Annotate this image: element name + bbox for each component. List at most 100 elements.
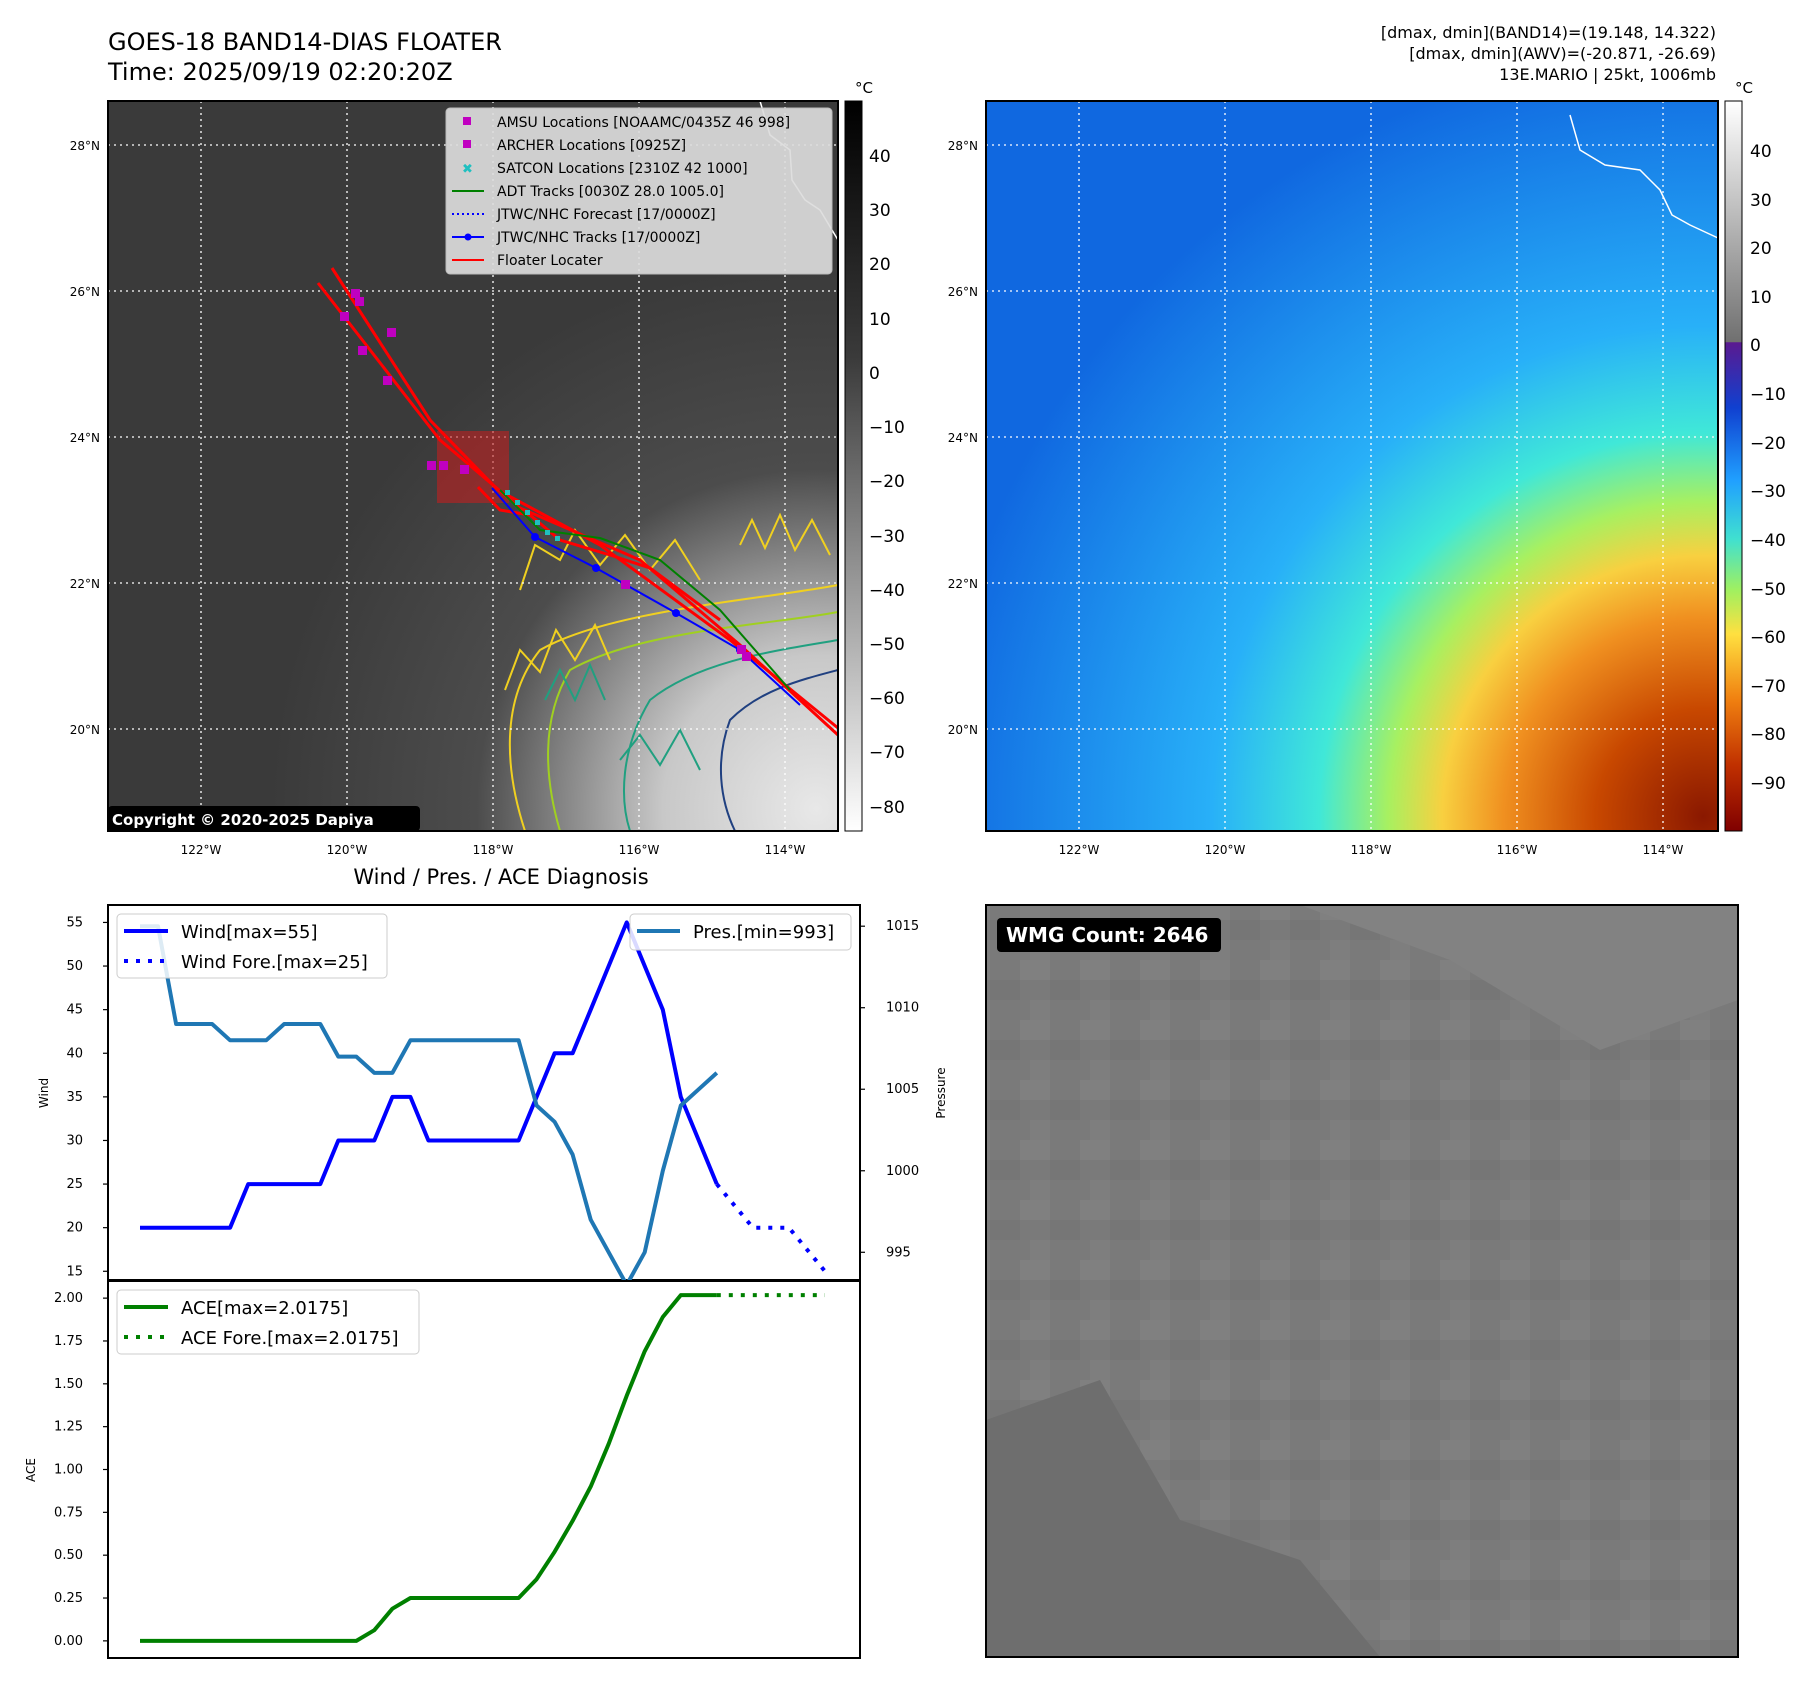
info-band14: [dmax, dmin](BAND14)=(19.148, 14.322): [1381, 23, 1716, 42]
pressure-tick-label: 1010: [886, 1001, 919, 1016]
wmg-panel: WMG Count: 2646: [985, 904, 1739, 1658]
ace-ticks: 0.00 0.25 0.50 0.75 1.00 1.25 1.50 1.75 2.00: [54, 1291, 108, 1649]
svg-text:✖: ✖: [462, 162, 473, 177]
svg-text:−10: −10: [1750, 385, 1786, 405]
ir-colorbar-ticks: 40 30 20 10 0 −10 −20 −30 −40 −50 −60 −7…: [869, 147, 905, 818]
svg-text:10: 10: [1750, 288, 1772, 308]
wind-tick-label: 40: [66, 1046, 83, 1061]
wind-tick-label: 45: [66, 1003, 83, 1018]
ace-tick-label: 1.00: [54, 1463, 83, 1478]
wv-colorbar: °C 40 30 20 10 0 −10 −20 −30 −40 −50 −60…: [1724, 79, 1786, 832]
svg-text:−30: −30: [1750, 482, 1786, 502]
wv-colorbar-ticks: 40 30 20 10 0 −10 −20 −30 −40 −50 −60 −7…: [1750, 142, 1786, 794]
svg-text:−40: −40: [1750, 531, 1786, 551]
legend-ace: ACE[max=2.0175]: [181, 1298, 348, 1319]
wv-map: 28°N 26°N 24°N 22°N 20°N 122°W 120°W 118…: [948, 79, 1786, 857]
copyright-badge: [108, 806, 420, 831]
svg-text:0: 0: [1750, 336, 1761, 356]
legend-item-satcon: ✖ SATCON Locations [2310Z 42 1000]: [462, 161, 748, 177]
svg-text:AMSU Locations [NOAAMC/0435Z 4: AMSU Locations [NOAAMC/0435Z 46 998]: [497, 115, 790, 131]
amsu-archer-points: [340, 289, 751, 661]
svg-text:−10: −10: [869, 418, 905, 438]
ace-tick-label: 2.00: [54, 1291, 83, 1306]
pressure-legend: Pres.[min=993]: [629, 913, 852, 951]
wind-axis-label: Wind: [37, 1078, 51, 1108]
wmg-frame: [985, 904, 1739, 1658]
wind-tick-label: 50: [66, 959, 83, 974]
svg-text:−80: −80: [869, 798, 905, 818]
svg-text:−40: −40: [869, 581, 905, 601]
diagnosis-title: Wind / Pres. / ACE Diagnosis: [353, 865, 648, 889]
wind-tick-label: 25: [66, 1177, 83, 1192]
ace-tick-label: 1.75: [54, 1334, 83, 1349]
svg-text:ADT Tracks [0030Z 28.0 1005.0]: ADT Tracks [0030Z 28.0 1005.0]: [497, 184, 724, 200]
wv-lat-labels: 28°N 26°N 24°N 22°N 20°N: [948, 139, 978, 737]
ir-lon-labels: 122°W 120°W 118°W 116°W 114°W: [181, 843, 806, 857]
pressure-axis-label: Pressure: [934, 1067, 948, 1118]
legend-wind: Wind[max=55]: [181, 922, 318, 943]
wv-map-background: [986, 101, 1718, 831]
wind-series-layer: [140, 920, 827, 1287]
wind-tick-label: 20: [66, 1221, 83, 1236]
svg-text:−50: −50: [869, 635, 905, 655]
pressure-series-line: [140, 924, 719, 1287]
wv-grid: [986, 101, 1718, 831]
svg-text:40: 40: [869, 147, 891, 167]
lat-label: 22°N: [70, 577, 100, 591]
pressure-tick-label: 1000: [886, 1164, 919, 1179]
colorbar-unit: °C: [1735, 79, 1753, 97]
info-awv: [dmax, dmin](AWV)=(-20.871, -26.69): [1409, 44, 1716, 63]
wind-legend: Wind[max=55] Wind Fore.[max=25]: [116, 913, 388, 979]
lat-label: 22°N: [948, 577, 978, 591]
svg-text:20: 20: [869, 255, 891, 275]
svg-text:ARCHER Locations [0925Z]: ARCHER Locations [0925Z]: [497, 138, 686, 154]
copyright-text: Copyright © 2020-2025 Dapiya: [112, 811, 374, 829]
svg-text:20: 20: [1750, 239, 1772, 259]
lat-label: 24°N: [70, 431, 100, 445]
svg-text:−60: −60: [869, 689, 905, 709]
lat-label: 20°N: [948, 723, 978, 737]
wind-tick-label: 35: [66, 1090, 83, 1105]
pressure-tick-label: 1015: [886, 919, 919, 934]
svg-text:30: 30: [869, 201, 891, 221]
wmg-badge: [997, 918, 1221, 952]
legend-item-jtwc-tracks: JTWC/NHC Tracks [17/0000Z]: [452, 230, 700, 246]
ir-legend: AMSU Locations [NOAAMC/0435Z 46 998] ARC…: [445, 107, 833, 275]
svg-text:0: 0: [869, 364, 880, 384]
ace-tick-label: 0.75: [54, 1505, 83, 1520]
wind-tick-label: 55: [66, 915, 83, 930]
wind-ticks: 15 20 25 30 35 40 45 50 55: [66, 915, 108, 1279]
lat-label: 28°N: [948, 139, 978, 153]
wmg-light-region: [1300, 905, 1738, 1050]
wv-coastline: [1569, 114, 1719, 239]
wind-series-line: [140, 920, 719, 1230]
svg-text:−50: −50: [1750, 580, 1786, 600]
lat-label: 26°N: [70, 285, 100, 299]
lat-label: 26°N: [948, 285, 978, 299]
svg-text:−60: −60: [1750, 628, 1786, 648]
svg-text:−30: −30: [869, 527, 905, 547]
ir-map: AMSU Locations [NOAAMC/0435Z 46 998] ARC…: [70, 79, 905, 857]
svg-text:−80: −80: [1750, 725, 1786, 745]
legend-pressure: Pres.[min=993]: [693, 922, 834, 943]
legend-item-archer: ARCHER Locations [0925Z]: [463, 138, 686, 154]
lon-label: 114°W: [1643, 843, 1684, 857]
lon-label: 118°W: [1351, 843, 1392, 857]
wmg-count: WMG Count: 2646: [1006, 923, 1208, 947]
ir-map-frame: [107, 100, 839, 832]
lon-label: 122°W: [181, 843, 222, 857]
figure-title: GOES-18 BAND14-DIAS FLOATER: [108, 28, 502, 56]
legend-ace-forecast: ACE Fore.[max=2.0175]: [181, 1328, 399, 1349]
wind-forecast-series-line: [715, 1182, 827, 1273]
satcon-points: [505, 490, 560, 541]
info-storm: 13E.MARIO | 25kt, 1006mb: [1499, 65, 1716, 84]
adt-track: [499, 489, 791, 691]
svg-text:JTWC/NHC Forecast [17/0000Z]: JTWC/NHC Forecast [17/0000Z]: [496, 207, 716, 223]
svg-text:−20: −20: [869, 472, 905, 492]
svg-text:−70: −70: [1750, 677, 1786, 697]
svg-text:Floater Locater: Floater Locater: [497, 253, 603, 269]
ace-tick-label: 0.50: [54, 1548, 83, 1563]
ace-series-layer: [140, 1293, 825, 1643]
wv-lon-labels: 122°W 120°W 118°W 116°W 114°W: [1059, 843, 1684, 857]
svg-text:−20: −20: [1750, 434, 1786, 454]
